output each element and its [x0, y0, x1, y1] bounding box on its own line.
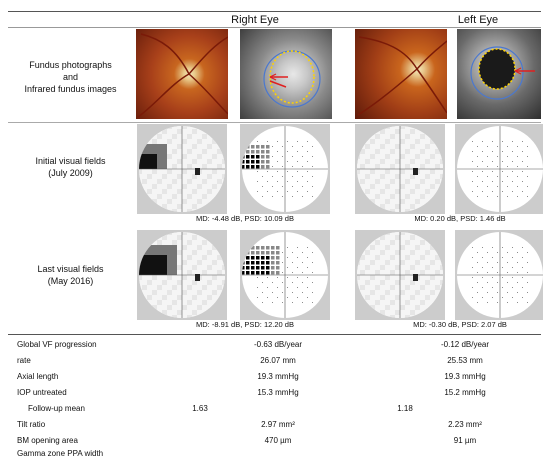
row-label-line: Last visual fields — [37, 264, 104, 274]
row-label-initial: Initial visual fields (July 2009) — [8, 155, 133, 179]
vf-pattern-initial-left — [455, 124, 543, 214]
caption-last-right: MD: -8.91 dB, PSD: 12.20 dB — [196, 320, 294, 329]
table-left-value: 15.2 mmHg — [444, 388, 486, 397]
table-label: Axial length — [17, 372, 59, 381]
row-label-fundus: Fundus photographs and Infrared fundus i… — [8, 59, 133, 95]
table-right-value: 15.3 mmHg — [257, 388, 299, 397]
table-left-value: 1.18 — [397, 404, 413, 413]
table-right-value: 1.63 — [192, 404, 208, 413]
row-label-line: Fundus photographs — [29, 60, 112, 70]
optic-disc-overlay — [470, 46, 535, 100]
table-label: BM opening area — [17, 436, 78, 445]
top-rule — [8, 11, 541, 12]
row-label-line: (July 2009) — [48, 168, 93, 178]
right-eye-header: Right Eye — [231, 14, 279, 26]
table-left-value: -0.12 dB/year — [440, 340, 490, 349]
retinal-vessels — [137, 33, 228, 118]
vf-gray-last-left — [355, 230, 445, 320]
row-label-line: Infrared fundus images — [24, 84, 117, 94]
caption-initial-right: MD: -4.48 dB, PSD: 10.09 dB — [196, 214, 294, 223]
left-infrared-image — [457, 29, 541, 119]
header-rule — [8, 27, 541, 28]
table-label: Follow-up mean — [28, 404, 85, 413]
table-left-value: 91 µm — [453, 436, 477, 445]
right-fundus-photo — [136, 29, 228, 119]
row-label-line: Initial visual fields — [35, 156, 106, 166]
table-right-value: 2.97 mm² — [261, 420, 295, 429]
right-infrared-image — [240, 29, 332, 119]
table-left-value: 19.3 mmHg — [444, 372, 486, 381]
table-label: IOP untreated — [17, 388, 67, 397]
table-right-value: 26.07 mm — [260, 356, 296, 365]
caption-last-left: MD: -0.30 dB, PSD: 2.07 dB — [413, 320, 507, 329]
table-right-value: 19.3 mmHg — [257, 372, 299, 381]
row-label-last: Last visual fields (May 2016) — [8, 263, 133, 287]
optic-disc-overlay — [263, 50, 321, 108]
table-label: Global VF progression — [17, 340, 97, 349]
vf-pattern-initial-right — [240, 124, 330, 214]
table-label: Gamma zone PPA width — [17, 449, 104, 458]
table-label: Tilt ratio — [17, 420, 46, 429]
fundus-rule — [8, 122, 541, 123]
caption-initial-left: MD: 0.20 dB, PSD: 1.46 dB — [414, 214, 506, 223]
table-left-value: 25.53 mm — [447, 356, 483, 365]
left-fundus-photo — [355, 29, 447, 119]
vf-pattern-last-right — [240, 230, 330, 320]
row-label-line: and — [62, 72, 79, 82]
table-right-value: -0.63 dB/year — [253, 340, 303, 349]
table-top-rule — [8, 334, 541, 335]
left-eye-header: Left Eye — [457, 14, 499, 26]
row-label-line: (May 2016) — [47, 276, 94, 286]
table-left-value: 2.23 mm² — [448, 420, 482, 429]
vf-gray-initial-left — [355, 124, 445, 214]
vf-pattern-last-left — [455, 230, 543, 320]
vf-gray-initial-right — [137, 124, 227, 214]
table-label: rate — [17, 356, 31, 365]
table-right-value: 470 µm — [264, 436, 292, 445]
vf-gray-last-right — [137, 230, 227, 320]
retinal-vessels — [357, 36, 447, 116]
